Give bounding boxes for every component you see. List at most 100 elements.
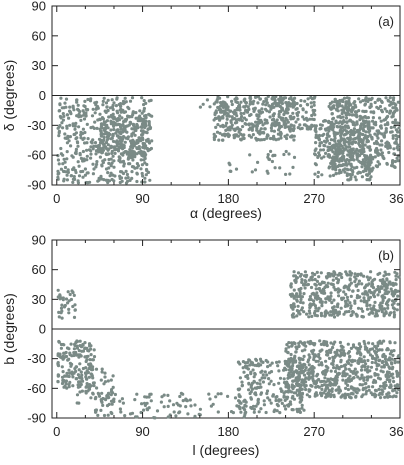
data-point xyxy=(241,360,245,364)
data-point xyxy=(368,126,372,130)
data-point xyxy=(238,387,242,391)
data-point xyxy=(342,364,346,368)
data-point xyxy=(343,304,347,308)
data-point xyxy=(379,396,383,400)
data-point xyxy=(352,388,356,392)
data-point xyxy=(343,310,348,314)
data-point xyxy=(103,129,107,133)
data-point xyxy=(381,281,385,285)
data-point xyxy=(306,371,310,375)
data-point xyxy=(333,158,338,162)
data-point xyxy=(308,295,312,299)
data-point xyxy=(87,148,91,152)
data-point xyxy=(135,146,139,150)
data-point xyxy=(395,272,399,276)
panel-a: 0901802703609060300-30-60-90α (degrees)δ… xyxy=(1,0,404,221)
data-point xyxy=(87,342,92,346)
data-point xyxy=(142,99,146,103)
data-point xyxy=(298,291,302,295)
data-point xyxy=(81,169,85,173)
data-point xyxy=(317,275,321,279)
data-point xyxy=(134,415,138,419)
data-point xyxy=(254,120,258,124)
data-point xyxy=(391,112,395,117)
data-point xyxy=(298,312,302,316)
data-point xyxy=(126,137,130,141)
data-point xyxy=(317,153,321,157)
data-point xyxy=(393,282,397,286)
data-point xyxy=(255,114,259,118)
data-point xyxy=(145,401,149,405)
data-point xyxy=(325,136,329,140)
data-point xyxy=(63,374,67,378)
data-point xyxy=(314,124,318,128)
data-point xyxy=(344,393,348,397)
data-point xyxy=(112,179,116,183)
data-point xyxy=(286,389,290,393)
data-point xyxy=(353,367,357,371)
data-point xyxy=(63,101,67,105)
data-point xyxy=(58,352,62,356)
data-point xyxy=(116,111,120,115)
data-point xyxy=(317,355,321,359)
data-point xyxy=(315,270,319,274)
data-point xyxy=(56,158,61,162)
data-point xyxy=(162,393,166,397)
data-point xyxy=(175,401,179,405)
data-point xyxy=(365,367,369,371)
data-point xyxy=(302,274,307,278)
data-point xyxy=(361,147,365,151)
data-point xyxy=(383,288,387,292)
data-point xyxy=(61,357,65,361)
data-point xyxy=(123,96,127,100)
data-point xyxy=(79,370,83,374)
data-point xyxy=(118,102,122,106)
data-point xyxy=(251,404,256,408)
data-point xyxy=(276,132,280,136)
data-point xyxy=(324,151,328,155)
data-point xyxy=(368,129,372,133)
data-point xyxy=(57,162,61,166)
data-point xyxy=(385,377,389,382)
data-point xyxy=(109,164,113,168)
data-point xyxy=(271,394,275,398)
data-point xyxy=(382,274,386,278)
data-point xyxy=(69,144,73,148)
data-point xyxy=(111,103,115,108)
data-point xyxy=(330,161,334,165)
data-point xyxy=(79,130,83,134)
data-point xyxy=(244,118,248,122)
data-point xyxy=(91,162,95,166)
data-point xyxy=(303,368,307,372)
data-point xyxy=(342,370,346,374)
data-point xyxy=(72,175,76,179)
x-tick-label: 0 xyxy=(53,191,60,206)
data-point xyxy=(380,310,384,314)
data-point xyxy=(298,410,302,414)
data-point xyxy=(274,104,278,108)
data-point xyxy=(115,134,119,138)
data-point xyxy=(359,345,363,349)
data-point xyxy=(371,278,375,282)
data-point xyxy=(60,303,64,307)
data-point xyxy=(313,277,317,282)
data-point xyxy=(224,128,228,132)
data-point xyxy=(69,112,73,116)
data-point xyxy=(295,292,299,296)
data-point xyxy=(300,280,304,284)
data-point xyxy=(371,356,375,360)
data-point xyxy=(346,383,350,387)
data-point xyxy=(251,363,255,367)
data-point xyxy=(73,303,77,307)
data-point xyxy=(391,372,395,376)
data-point xyxy=(132,123,136,127)
data-point xyxy=(226,394,230,398)
data-point xyxy=(346,351,350,355)
data-point xyxy=(57,373,61,378)
data-point xyxy=(332,366,336,370)
data-point xyxy=(67,311,71,315)
data-point xyxy=(207,392,211,396)
data-point xyxy=(86,389,90,393)
data-point xyxy=(188,398,192,402)
data-point xyxy=(359,376,363,380)
